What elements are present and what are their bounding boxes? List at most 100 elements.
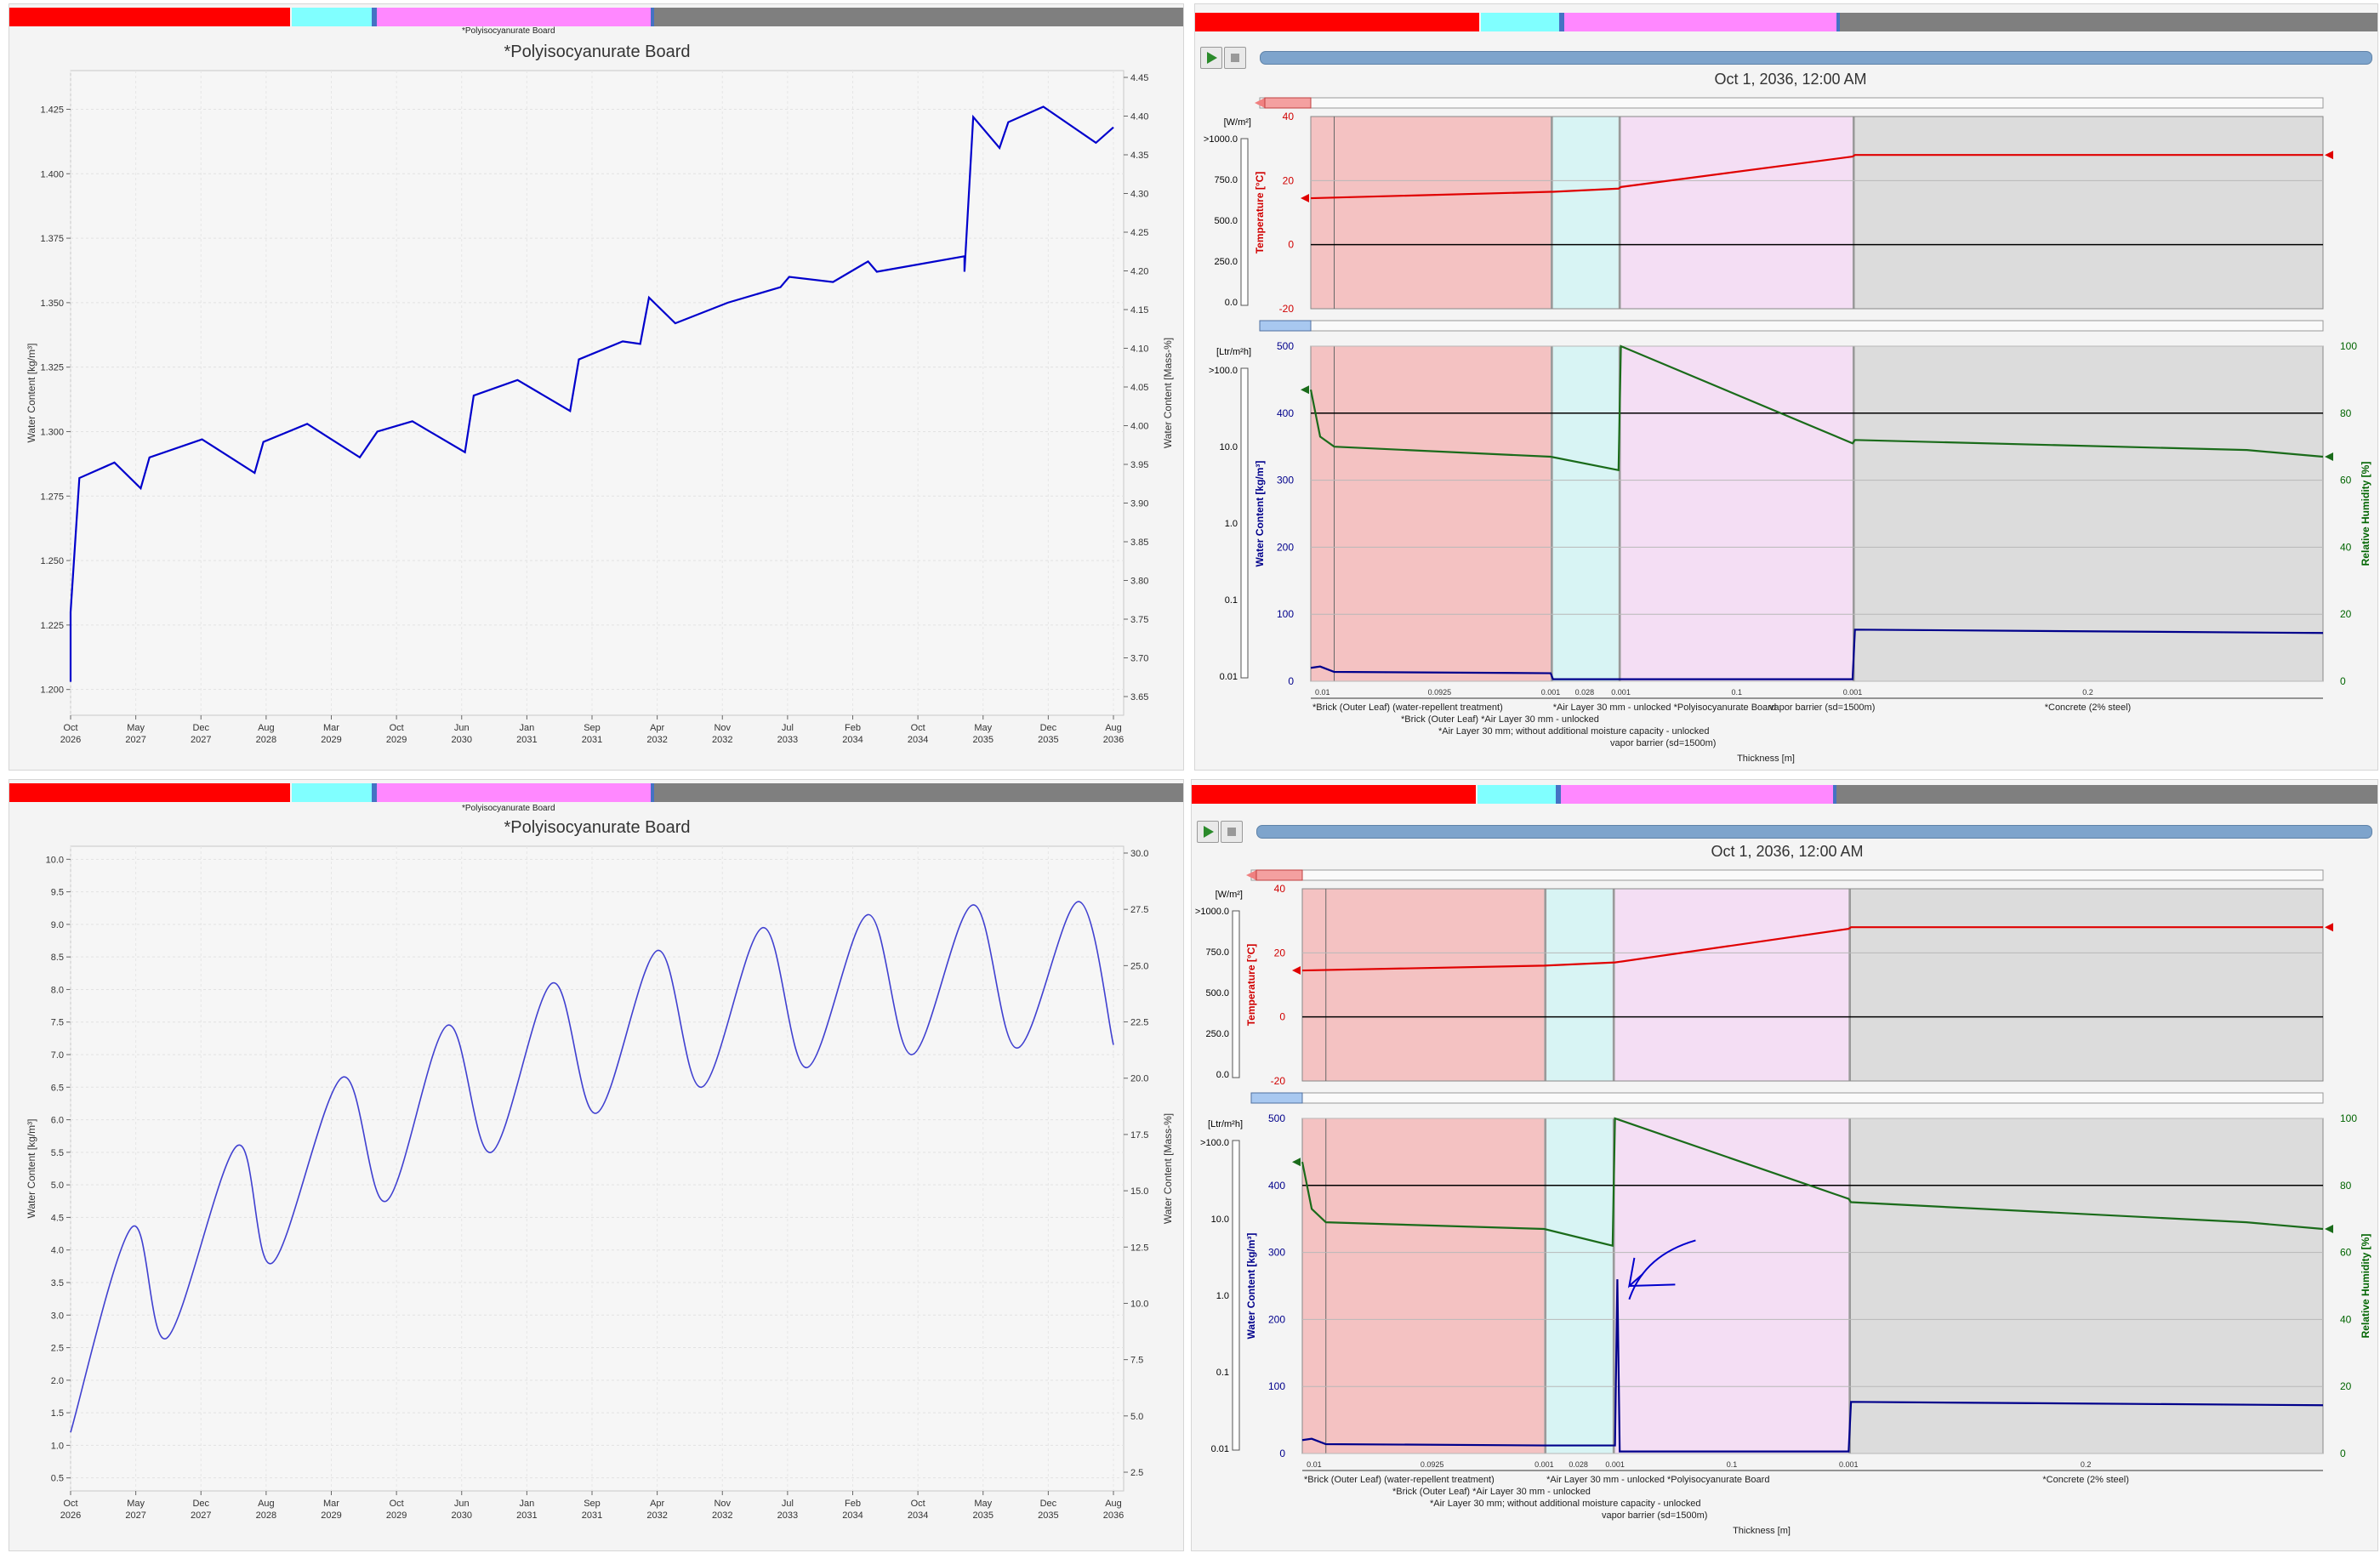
layer-brick[interactable] bbox=[1192, 785, 1476, 804]
heat-unit: [W/m²] bbox=[1224, 117, 1251, 128]
time-slider[interactable] bbox=[1256, 825, 2372, 839]
layer-note: *Concrete (2% steel) bbox=[2042, 1475, 2129, 1485]
x-tick-label: Aug bbox=[1105, 723, 1122, 733]
interface bbox=[1848, 1118, 1852, 1453]
wc-tick-label: 400 bbox=[1277, 407, 1294, 419]
temp-tick-label: 40 bbox=[1274, 883, 1286, 895]
layer-note: *Air Layer 30 mm - unlocked *Polyisocyan… bbox=[1553, 703, 1776, 713]
interface bbox=[1551, 346, 1553, 681]
layer-brick[interactable] bbox=[1195, 13, 1479, 31]
x-tick-label: Mar bbox=[323, 723, 339, 733]
boundary-marker bbox=[1259, 320, 1312, 332]
x-tick-label: Nov bbox=[714, 723, 731, 733]
temperature-line bbox=[1310, 154, 2323, 200]
rh-tick-label: 80 bbox=[2340, 407, 2352, 419]
y2-tick-label: 20.0 bbox=[1130, 1074, 1148, 1084]
heat-flux-bar bbox=[1232, 910, 1240, 1078]
layer-board[interactable] bbox=[377, 783, 651, 802]
layer-air[interactable] bbox=[1481, 13, 1559, 31]
layer-brick[interactable] bbox=[9, 8, 290, 26]
x-tick-label: Oct bbox=[390, 1499, 404, 1509]
x-tick-label: 2032 bbox=[646, 735, 667, 745]
layer-gap bbox=[372, 8, 377, 26]
wc-tick-label: 500 bbox=[1277, 340, 1294, 352]
temp-tick-label: 20 bbox=[1274, 947, 1286, 959]
temp-boundary-bar bbox=[1259, 97, 2324, 109]
temp-boundary-icon bbox=[2325, 151, 2333, 160]
wc-tick-label: 400 bbox=[1268, 1180, 1285, 1192]
rh-tick-label: 40 bbox=[2340, 541, 2352, 553]
y2-tick-label: 4.15 bbox=[1130, 305, 1148, 316]
layer-note: *Brick (Outer Leaf) *Air Layer 30 mm - u… bbox=[1392, 1487, 1591, 1497]
stop-button[interactable] bbox=[1221, 821, 1243, 843]
wc-tick-label: 0 bbox=[1279, 1448, 1285, 1459]
wc-tick-label: 200 bbox=[1268, 1313, 1285, 1325]
x-tick-label: 2027 bbox=[125, 1510, 145, 1521]
layer-air[interactable] bbox=[292, 8, 372, 26]
rh-tick-label: 60 bbox=[2340, 1247, 2352, 1259]
layer-bar-bottom-left[interactable] bbox=[9, 783, 1183, 802]
rh-tick-label: 20 bbox=[2340, 1380, 2352, 1392]
y-tick-label: 6.0 bbox=[51, 1116, 64, 1126]
stop-icon bbox=[1227, 828, 1236, 836]
layer-bar-bottom-right[interactable] bbox=[1192, 785, 2377, 804]
layer-air[interactable] bbox=[292, 783, 372, 802]
layer-bar-top-left[interactable] bbox=[9, 8, 1183, 26]
layer-board[interactable] bbox=[377, 8, 651, 26]
moisture-boundary-bar bbox=[1250, 1092, 2324, 1104]
x-tick-label: Oct bbox=[63, 723, 77, 733]
play-button[interactable] bbox=[1197, 821, 1219, 843]
play-button[interactable] bbox=[1200, 47, 1222, 69]
layer-concrete[interactable] bbox=[1836, 785, 2377, 804]
temp-axis-label: Temperature [°C] bbox=[1254, 172, 1266, 254]
wc-tick-label: 100 bbox=[1268, 1380, 1285, 1392]
y2-tick-label: 3.65 bbox=[1130, 692, 1148, 703]
y-tick-label: 1.225 bbox=[40, 621, 64, 631]
layer-concrete[interactable] bbox=[654, 8, 1183, 26]
rh-tick-label: 100 bbox=[2340, 340, 2357, 352]
temp-boundary-icon bbox=[1301, 194, 1309, 203]
stop-button[interactable] bbox=[1224, 47, 1246, 69]
x-tick-label: 2032 bbox=[712, 735, 732, 745]
layer-bar-top-right[interactable] bbox=[1195, 13, 2377, 31]
layer-concrete[interactable] bbox=[1840, 13, 2377, 31]
x-tick-label: 2035 bbox=[973, 1510, 994, 1521]
y2-tick-label: 4.35 bbox=[1130, 151, 1148, 161]
y2-axis-label: Water Content [Mass-%] bbox=[1162, 338, 1174, 448]
heat-tick-label: 250.0 bbox=[1205, 1029, 1229, 1039]
y-tick-label: 9.5 bbox=[51, 888, 64, 898]
layer-concrete[interactable] bbox=[654, 783, 1183, 802]
y2-tick-label: 25.0 bbox=[1130, 961, 1148, 971]
y-tick-label: 5.0 bbox=[51, 1180, 64, 1191]
layer-brick[interactable] bbox=[9, 783, 290, 802]
layer-note: *Brick (Outer Leaf) (water-repellent tre… bbox=[1304, 1475, 1495, 1485]
time-slider[interactable] bbox=[1260, 51, 2372, 65]
boundary-marker bbox=[1250, 1092, 1303, 1104]
layer-air[interactable] bbox=[1478, 785, 1556, 804]
wc-tick-label: 100 bbox=[1277, 608, 1294, 620]
x-tick-label: Aug bbox=[258, 1499, 275, 1509]
board-region bbox=[1620, 346, 1853, 681]
dimension-label: 0.001 bbox=[1534, 1460, 1554, 1469]
rh-tick-label: 0 bbox=[2340, 1448, 2346, 1459]
layer-note: *Concrete (2% steel) bbox=[2045, 703, 2132, 713]
y-tick-label: 7.5 bbox=[51, 1018, 64, 1028]
heat-tick-label: 0.0 bbox=[1225, 298, 1238, 308]
profile-chart-top: 40200-20[W/m²]>1000.0750.0500.0250.00.0T… bbox=[1204, 97, 2371, 764]
layer-note: *Brick (Outer Leaf) (water-repellent tre… bbox=[1312, 703, 1503, 713]
x-tick-label: Jun bbox=[454, 1499, 470, 1509]
layer-board[interactable] bbox=[1561, 785, 1833, 804]
x-tick-label: Dec bbox=[192, 1499, 209, 1509]
flux-unit: [Ltr/m²h] bbox=[1216, 347, 1251, 357]
flux-tick-label: 10.0 bbox=[1211, 1215, 1229, 1225]
x-tick-label: 2032 bbox=[712, 1510, 732, 1521]
dimension-label: 0.0925 bbox=[1421, 1460, 1444, 1469]
x-tick-label: Dec bbox=[1040, 1499, 1057, 1509]
temp-boundary-icon bbox=[2325, 923, 2333, 932]
play-icon bbox=[1207, 52, 1217, 64]
layer-board[interactable] bbox=[1564, 13, 1836, 31]
relative-humidity-line bbox=[1301, 1117, 2324, 1248]
flux-tick-label: 0.1 bbox=[1225, 595, 1238, 606]
x-tick-label: 2029 bbox=[386, 1510, 407, 1521]
interface bbox=[1852, 346, 1855, 681]
